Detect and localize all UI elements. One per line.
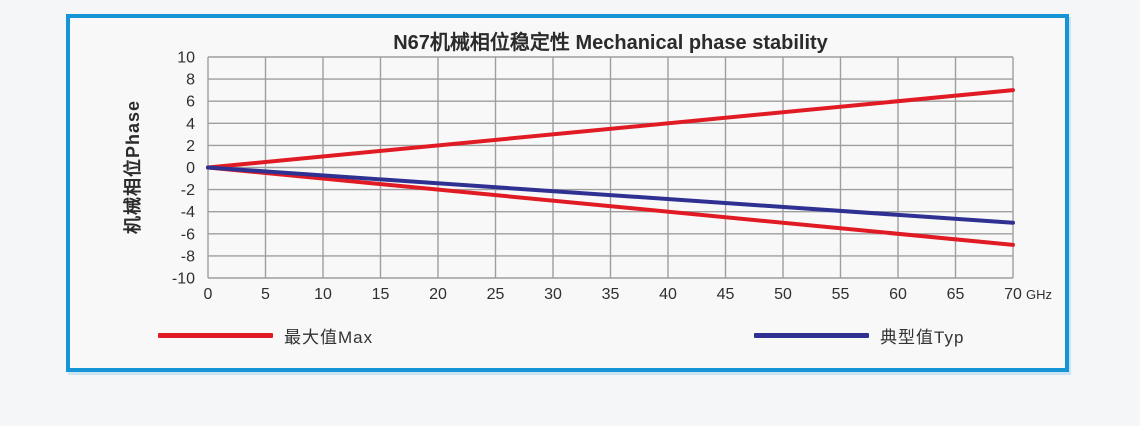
x-tick-label: 65 <box>947 286 965 303</box>
x-tick-label: 35 <box>602 286 620 303</box>
y-tick-label: 4 <box>186 116 195 133</box>
x-tick-label: 45 <box>717 286 735 303</box>
legend-swatch-typ <box>754 333 869 338</box>
series-line-typ <box>206 165 1015 225</box>
chart-title: N67机械相位稳定性 Mechanical phase stability <box>393 32 828 54</box>
x-tick-label: 40 <box>659 286 677 303</box>
legend-label-max: 最大值Max <box>284 328 374 347</box>
y-tick-label: -6 <box>181 226 195 243</box>
y-tick-label: 2 <box>186 138 195 155</box>
series-line-max-lower <box>206 165 1015 247</box>
x-tick-label: 25 <box>487 286 505 303</box>
y-tick-label: -8 <box>181 248 195 265</box>
x-axis-unit: GHz <box>1026 287 1052 302</box>
x-tick-label: 55 <box>832 286 850 303</box>
legend-item-typ: 典型值Typ <box>754 323 964 348</box>
x-tick-label: 60 <box>889 286 907 303</box>
series-line-max-upper <box>206 88 1015 170</box>
x-tick-label: 5 <box>261 286 270 303</box>
y-tick-label: 6 <box>186 94 195 111</box>
legend-item-max: 最大值Max <box>158 323 373 348</box>
x-tick-label: 10 <box>314 286 332 303</box>
x-tick-label: 50 <box>774 286 792 303</box>
y-tick-label: -4 <box>181 204 195 221</box>
y-tick-label: -10 <box>172 271 195 288</box>
y-tick-label: 0 <box>186 160 195 177</box>
chart-panel: N67机械相位稳定性 Mechanical phase stability 机械… <box>66 14 1069 372</box>
x-tick-label: 70 <box>1004 286 1022 303</box>
x-tick-label: 0 <box>204 286 213 303</box>
y-tick-label: -2 <box>181 182 195 199</box>
x-tick-label: 15 <box>372 286 390 303</box>
y-tick-label: 10 <box>177 50 195 67</box>
y-tick-label: 8 <box>186 72 195 89</box>
x-tick-label: 20 <box>429 286 447 303</box>
x-tick-label: 30 <box>544 286 562 303</box>
chart-canvas: -10 -8 -6 -4 -2 0 2 4 6 8 10 0 5 10 15 20 25 30 35 40 45 50 55… <box>172 50 1052 304</box>
legend-label-typ: 典型值Typ <box>880 328 965 347</box>
legend-swatch-max <box>158 333 273 338</box>
